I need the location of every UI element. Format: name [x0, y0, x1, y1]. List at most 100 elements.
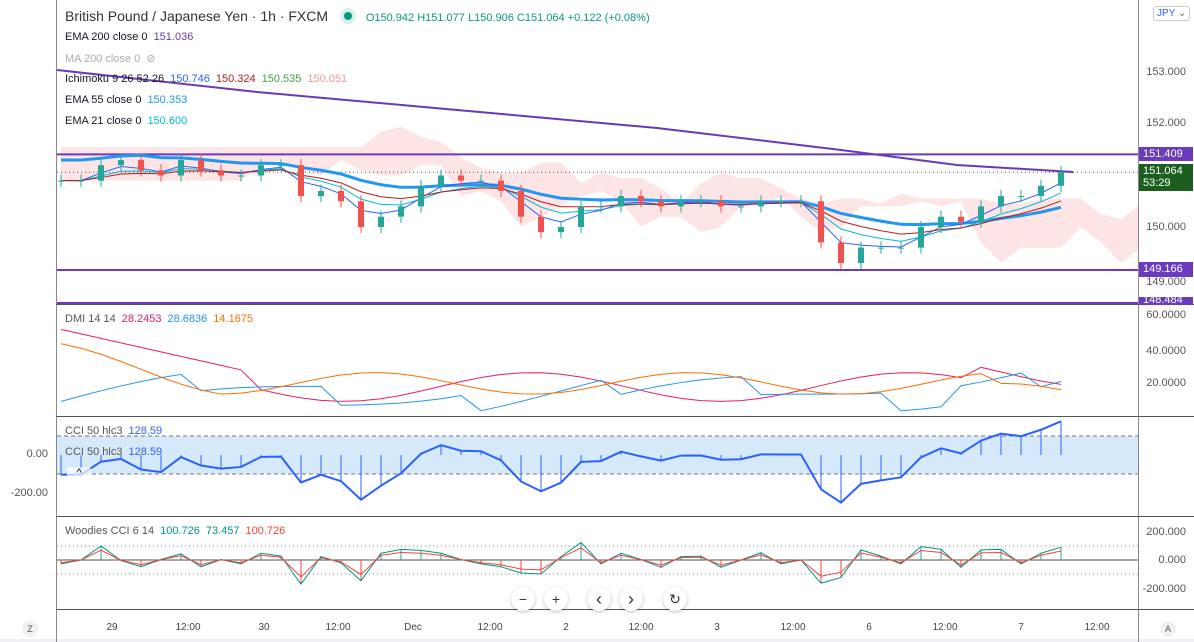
legend-value: 128.59: [128, 446, 163, 458]
legend-label: EMA 200 close 0: [65, 31, 148, 43]
dmi-pane[interactable]: DMI 14 14 28.2453 28.6836 14.1675: [56, 305, 1138, 417]
dmi-tick: 40.0000: [1146, 345, 1186, 357]
candle-body: [698, 201, 704, 203]
candle-body: [218, 170, 224, 176]
collapse-legend-button[interactable]: ^: [67, 467, 91, 485]
candle-body: [978, 206, 984, 222]
cci-pane[interactable]: CCI 50 hlc3 128.59 CCI 50 hlc3 128.59 ^: [56, 417, 1139, 517]
market-status-icon: [343, 12, 352, 20]
candle-body: [538, 216, 544, 233]
woodies-cci-chart: [57, 541, 1139, 586]
price-chart[interactable]: [57, 0, 1139, 305]
candle-body: [438, 175, 444, 186]
candle-body: [58, 180, 64, 182]
reset-chart-button[interactable]: ↻: [663, 587, 687, 611]
zoom-mode-button[interactable]: Z: [22, 621, 38, 637]
candle-body: [1058, 172, 1064, 186]
bar-countdown: 53:29: [1143, 177, 1171, 189]
candle-body: [118, 160, 124, 166]
current-price: 151.064: [1143, 165, 1183, 177]
woodies-axis[interactable]: 200.000 0.000 -200.000: [1138, 517, 1194, 610]
scroll-left-button[interactable]: ‹: [587, 587, 611, 611]
zoom-out-button[interactable]: −: [511, 587, 535, 611]
legend-value: 100.726: [160, 525, 200, 537]
legend-ema200[interactable]: EMA 200 close 0 151.036: [65, 31, 199, 43]
symbol-title[interactable]: British Pound / Japanese Yen · 1h · FXCM: [65, 8, 329, 24]
legend-cci-2[interactable]: CCI 50 hlc3 128.59: [65, 446, 168, 458]
legend-value: 150.746: [170, 73, 210, 85]
cci-axis[interactable]: [1138, 417, 1194, 517]
candle-body: [358, 201, 364, 227]
candle-body: [178, 160, 184, 176]
candle-body: [78, 180, 84, 182]
time-tick: 29: [106, 622, 118, 633]
woodies-turbo-line: [60, 547, 1062, 578]
legend-value: 150.353: [147, 94, 188, 106]
time-tick: Dec: [404, 622, 422, 633]
hidden-eye-icon[interactable]: ⊘: [146, 53, 156, 65]
candle-body: [718, 201, 724, 207]
cci-tick: -200.00: [10, 487, 48, 499]
time-tick: 30: [258, 622, 270, 633]
candle-body: [878, 247, 884, 249]
legend-value: 150.535: [261, 73, 302, 85]
candle-body: [738, 206, 744, 208]
time-tick: 6: [866, 622, 872, 633]
candle-body: [258, 165, 264, 176]
dmi-axis[interactable]: 60.0000 40.0000 20.0000: [1138, 305, 1194, 417]
candle-body: [138, 160, 144, 171]
adx-line: [60, 343, 1062, 395]
candle-body: [638, 196, 644, 202]
dmi-tick: 20.0000: [1146, 377, 1186, 389]
price-tick: 152.000: [1146, 117, 1186, 129]
candle-body: [478, 180, 484, 182]
axis-divider: [1138, 610, 1139, 642]
legend-ema55[interactable]: EMA 55 close 0 150.353: [65, 94, 193, 106]
candle-body: [158, 170, 164, 176]
candle-body: [278, 165, 284, 167]
dmi-tick: 60.0000: [1146, 309, 1186, 321]
woodies-tick: 200.000: [1146, 526, 1186, 538]
legend-label: MA 200 close 0: [65, 53, 141, 65]
legend-label: DMI 14 14: [65, 313, 116, 325]
current-price-tag: 151.064 53:29: [1139, 164, 1193, 191]
candle-body: [958, 216, 964, 222]
legend-value: 128.59: [128, 425, 163, 437]
legend-label: CCI 50 hlc3: [65, 446, 123, 458]
auto-scale-button[interactable]: A: [1160, 621, 1176, 637]
price-tick: 150.000: [1146, 221, 1186, 233]
time-tick: 7: [1018, 622, 1024, 633]
scroll-right-button[interactable]: ›: [619, 587, 643, 611]
currency-select[interactable]: JPY ⌄: [1153, 6, 1191, 21]
legend-cci[interactable]: CCI 50 hlc3 128.59: [65, 425, 168, 437]
time-axis[interactable]: [0, 610, 1194, 642]
candle-body: [338, 190, 344, 202]
level-tag-upper: 151.409: [1139, 147, 1193, 161]
candle-body: [838, 242, 844, 264]
zoom-in-button[interactable]: +: [544, 587, 568, 611]
candle-body: [618, 196, 624, 207]
legend-value: 28.2453: [121, 313, 162, 325]
candle-body: [898, 247, 904, 249]
legend-woodies[interactable]: Woodies CCI 6 14 100.726 73.457 100.726: [65, 525, 291, 537]
time-tick: 12:00: [325, 622, 351, 633]
dmi-plus-line: [60, 328, 1062, 402]
axis-divider: [56, 610, 57, 642]
candle-body: [398, 206, 404, 217]
legend-ma200[interactable]: MA 200 close 0 ⊘: [65, 52, 161, 65]
header-row: British Pound / Japanese Yen · 1h · FXCM…: [65, 8, 656, 24]
ichimoku-cloud: [61, 126, 1139, 264]
ema55-line: [61, 153, 1062, 227]
candle-body: [318, 190, 324, 197]
legend-ichimoku[interactable]: Ichimoku 9 26 52 26 150.746 150.324 150.535…: [65, 73, 353, 85]
legend-value: 100.726: [245, 525, 286, 537]
time-tick: 12:00: [477, 622, 503, 633]
legend-label: Woodies CCI 6 14: [65, 525, 155, 537]
legend-label: Ichimoku 9 26 52 26: [65, 73, 165, 85]
main-price-pane[interactable]: British Pound / Japanese Yen · 1h · FXCM…: [56, 0, 1139, 305]
legend-ema21[interactable]: EMA 21 close 0 150.600: [65, 115, 193, 127]
candle-body: [758, 201, 764, 207]
legend-dmi[interactable]: DMI 14 14 28.2453 28.6836 14.1675: [65, 313, 259, 325]
woodies-cci-line: [60, 541, 1062, 586]
legend-value: 150.600: [147, 115, 188, 127]
